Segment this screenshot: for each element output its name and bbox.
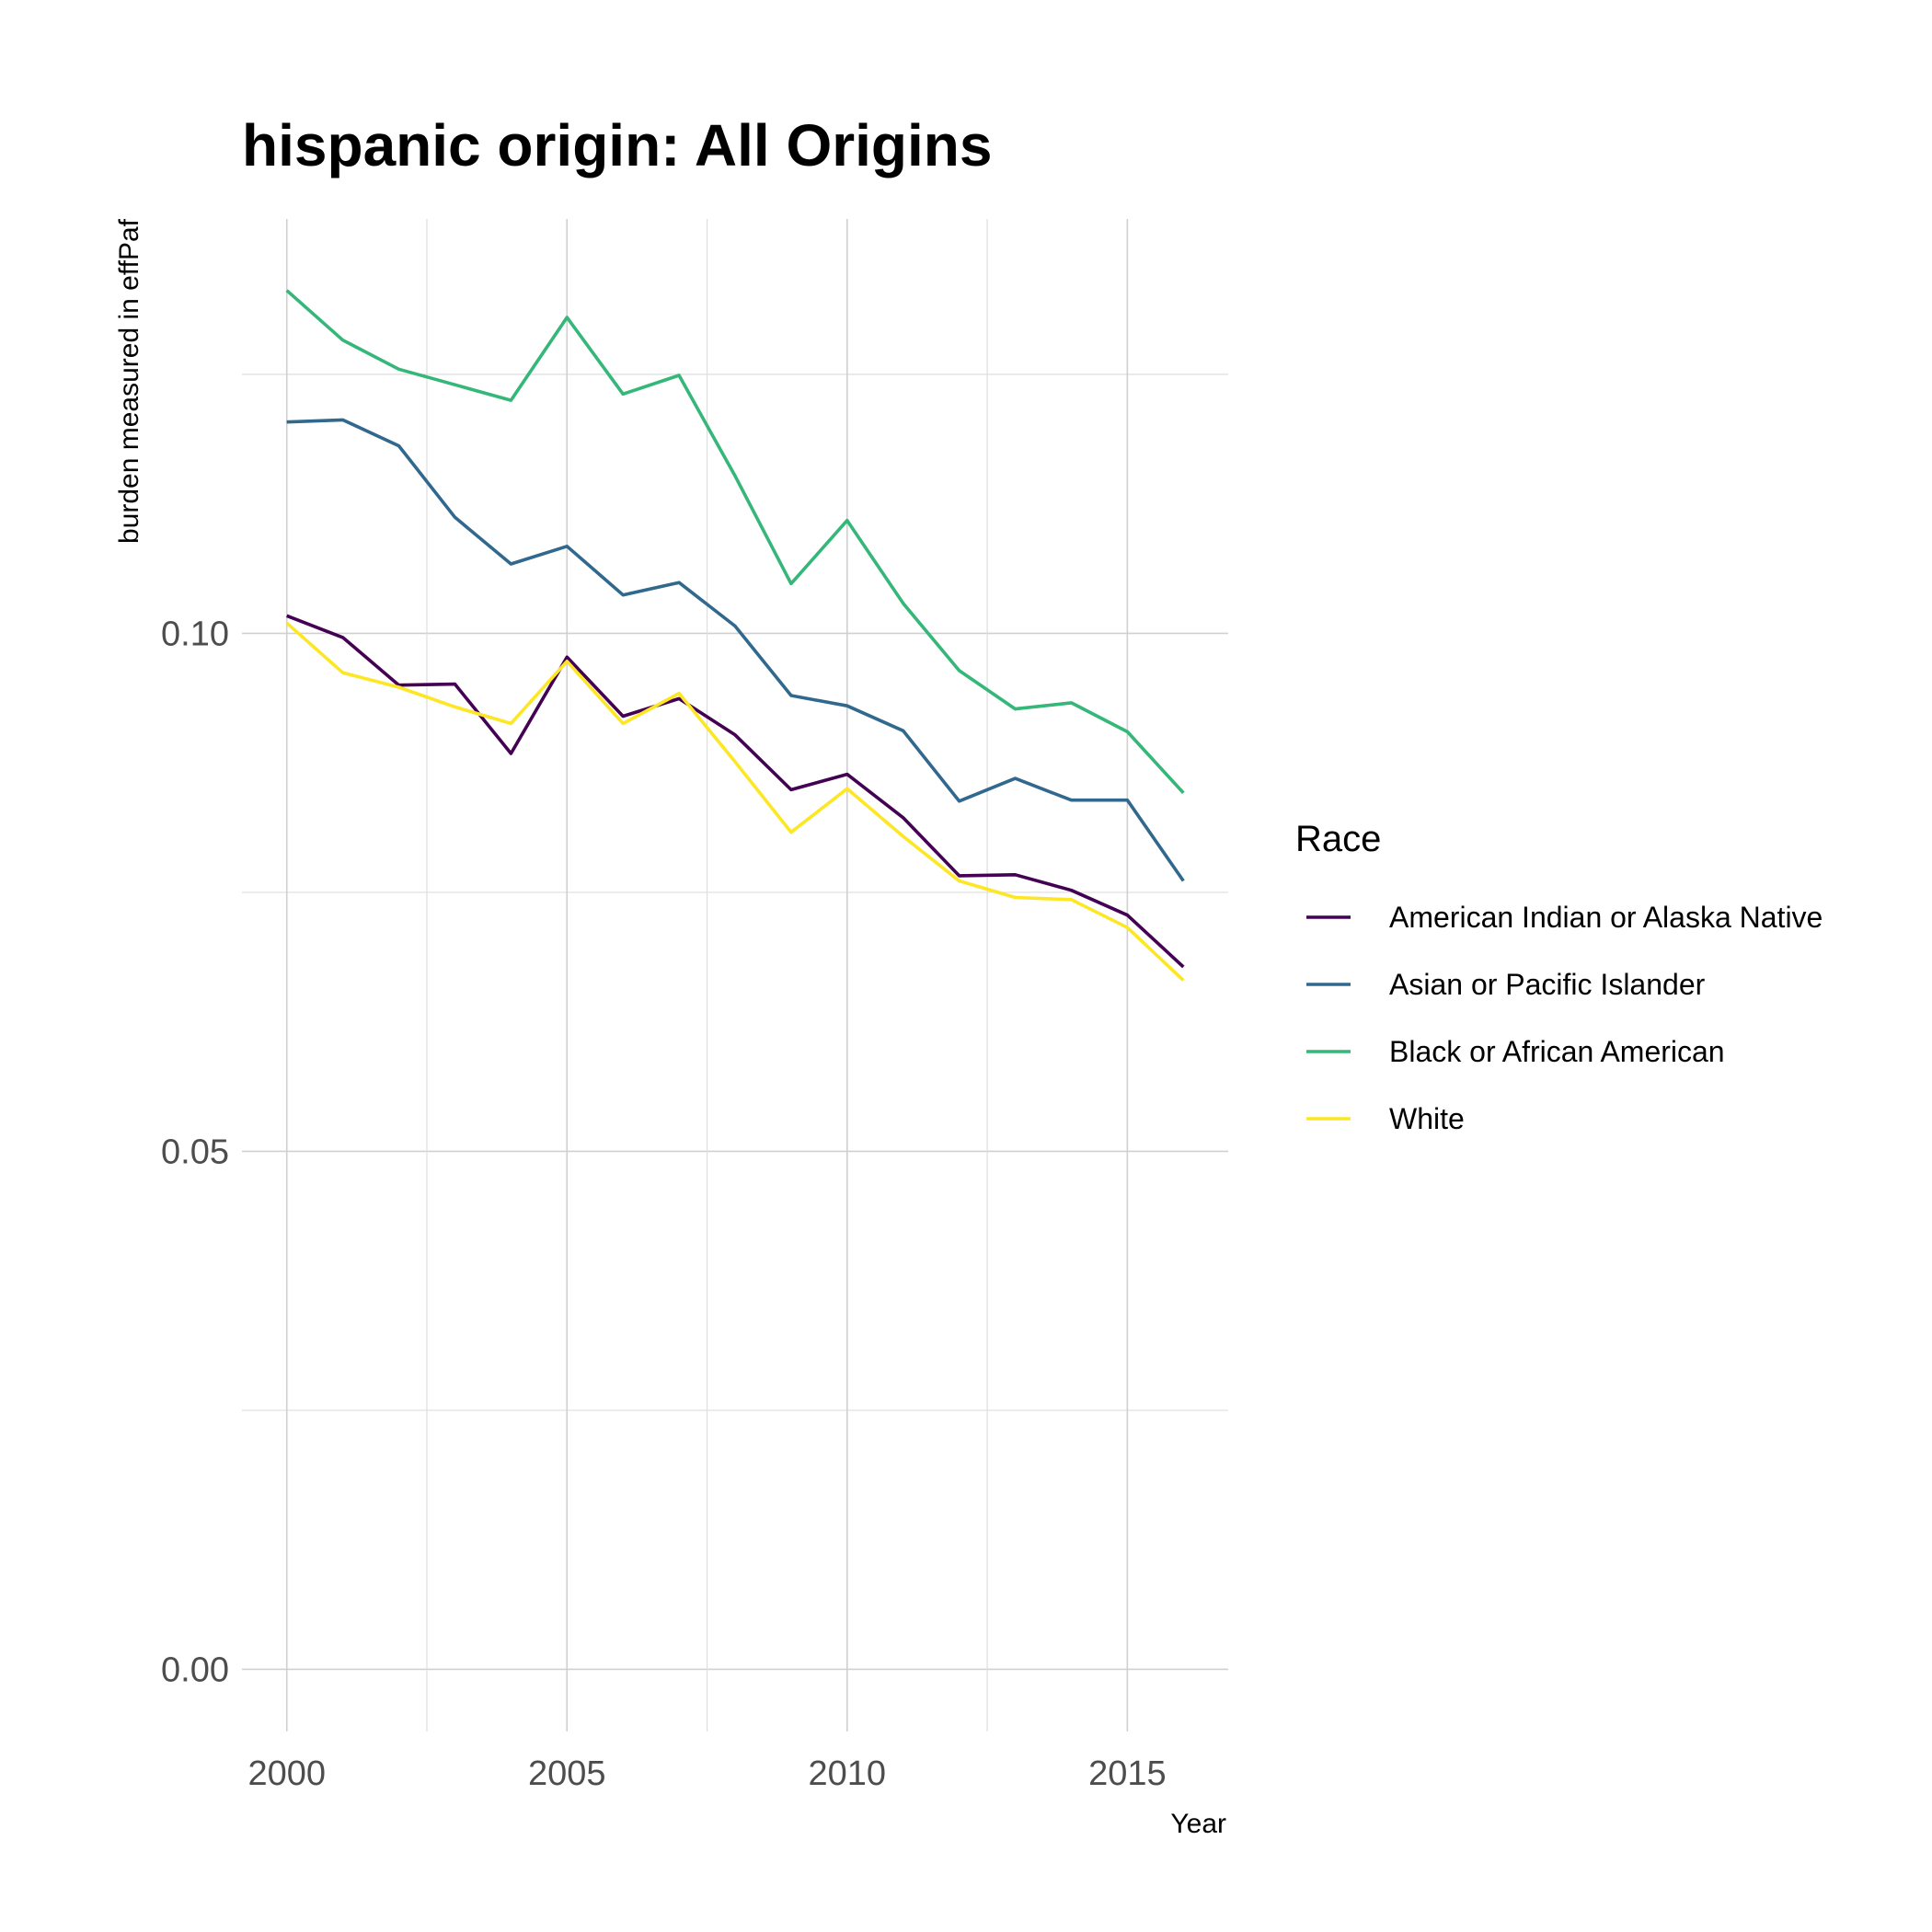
series-line: [286, 614, 1185, 969]
chart-title: hispanic origin: All Origins: [242, 112, 992, 178]
legend-items: American Indian or Alaska Native Asian or…: [1306, 901, 1823, 1135]
x-tick-label: 2010: [809, 1754, 887, 1793]
legend-label: American Indian or Alaska Native: [1389, 901, 1823, 934]
legend-label: White: [1389, 1102, 1465, 1135]
legend-label: Black or African American: [1389, 1035, 1725, 1068]
series-lines: [285, 289, 1185, 982]
x-tick-label: 2015: [1088, 1754, 1167, 1793]
legend-label: Asian or Pacific Islander: [1389, 968, 1706, 1001]
y-axis-title: burden measured in effPaf: [114, 218, 144, 544]
y-tick-label: 0.00: [161, 1650, 229, 1689]
x-axis-ticks: 2000 2005 2010 2015: [247, 1754, 1166, 1793]
legend: Race American Indian or Alaska Native Asi…: [1295, 819, 1823, 1135]
x-tick-label: 2000: [247, 1754, 326, 1793]
y-tick-label: 0.05: [161, 1133, 229, 1171]
series-line: [285, 289, 1185, 795]
y-tick-label: 0.10: [161, 615, 229, 653]
grid-lines: [242, 219, 1228, 1731]
y-axis-ticks: 0.00 0.05 0.10: [161, 615, 229, 1689]
x-axis-title: Year: [1170, 1809, 1226, 1839]
x-tick-label: 2005: [528, 1754, 606, 1793]
legend-title: Race: [1295, 819, 1381, 859]
series-line: [286, 418, 1185, 882]
series-line: [285, 621, 1185, 982]
